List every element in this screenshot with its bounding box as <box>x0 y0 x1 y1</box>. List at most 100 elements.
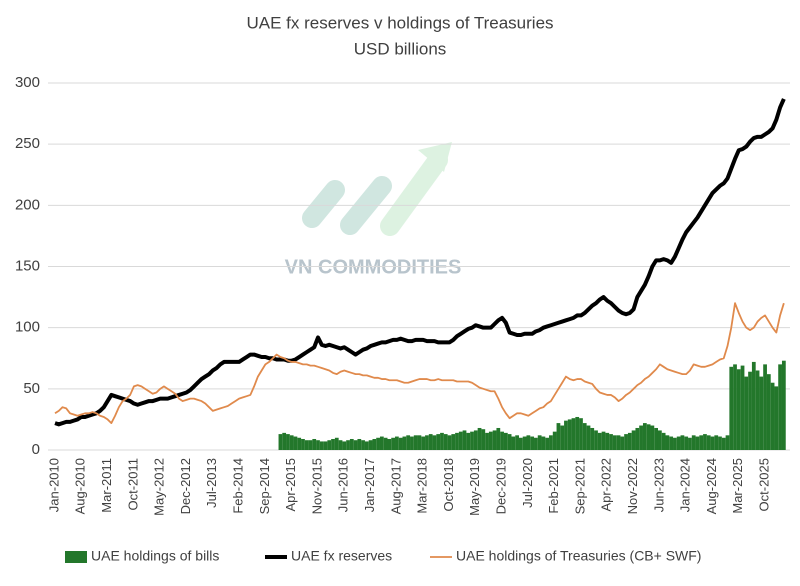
x-tick-label: Sep-2014 <box>257 458 272 514</box>
bar <box>609 434 613 450</box>
bar <box>575 416 580 450</box>
bar <box>357 438 362 450</box>
bar <box>582 423 587 450</box>
bar <box>657 430 662 450</box>
x-tick-label: Apr-2022 <box>599 458 614 511</box>
bar <box>485 432 489 450</box>
bar <box>552 431 557 450</box>
bar <box>534 437 538 450</box>
x-tick-label: Mar-2011 <box>99 458 114 513</box>
bar <box>515 435 519 450</box>
bar <box>627 432 632 450</box>
bar <box>718 436 722 450</box>
bar <box>680 435 685 450</box>
bar <box>286 434 290 450</box>
bar <box>661 432 666 450</box>
legend-label: UAE fx reserves <box>291 548 392 564</box>
bar <box>650 425 655 450</box>
bar <box>646 424 651 450</box>
x-tick-label: May-2019 <box>467 458 482 516</box>
bar <box>691 435 696 450</box>
x-tick-label: Dec-2012 <box>178 458 193 514</box>
chart-title: UAE fx reserves v holdings of Treasuries <box>246 13 553 32</box>
bar <box>751 361 756 450</box>
bar <box>601 431 606 450</box>
bar <box>560 425 565 450</box>
bar <box>327 440 332 450</box>
bar <box>763 364 767 450</box>
bar <box>706 435 711 450</box>
x-tick-label: Jan-2024 <box>678 458 693 512</box>
bar <box>462 430 467 450</box>
bar <box>282 432 287 450</box>
bar <box>338 440 343 450</box>
x-tick-label: Jul-2013 <box>204 458 219 508</box>
x-tick-label: Feb-2021 <box>546 458 561 514</box>
bar <box>703 434 707 450</box>
x-tick-label: Jan-2017 <box>362 458 377 512</box>
x-tick-label: Feb-2014 <box>231 458 246 514</box>
bar <box>676 436 681 450</box>
bar <box>278 434 283 450</box>
bar <box>395 436 399 450</box>
bar <box>477 427 482 450</box>
x-tick-label: May-2012 <box>152 458 167 516</box>
bar <box>425 435 429 450</box>
y-tick-label: 50 <box>23 380 40 397</box>
bar <box>673 437 677 450</box>
x-tick-label: Oct-2018 <box>441 458 456 511</box>
bar <box>556 423 561 450</box>
bar <box>319 441 324 450</box>
bar <box>421 436 426 450</box>
bar <box>541 436 546 450</box>
x-tick-label: Sep-2021 <box>572 458 587 514</box>
bar <box>364 441 369 450</box>
bar <box>654 427 658 450</box>
bar <box>316 440 320 450</box>
x-tick-label: Oct-2011 <box>125 458 140 511</box>
x-tick-label: Aug-2010 <box>73 458 88 514</box>
x-tick-label: Aug-2017 <box>388 458 403 514</box>
x-tick-label: Nov-2022 <box>625 458 640 514</box>
line <box>54 302 785 424</box>
bar <box>624 434 628 450</box>
bar <box>398 437 403 450</box>
bar <box>473 430 478 450</box>
bar <box>710 436 715 450</box>
bar <box>492 430 497 450</box>
x-tick-label: Apr-2015 <box>283 458 298 511</box>
bar <box>755 370 760 450</box>
bar <box>537 435 542 450</box>
bar <box>440 432 444 450</box>
y-tick-label: 200 <box>15 196 40 213</box>
bar <box>699 435 704 450</box>
bar <box>526 435 531 450</box>
bar <box>736 369 741 450</box>
bar <box>620 436 625 450</box>
bar <box>766 374 771 450</box>
bar <box>642 423 647 450</box>
bar <box>605 432 610 450</box>
bar <box>522 436 527 450</box>
bar <box>586 425 591 450</box>
x-tick-label: Mar-2025 <box>730 458 745 514</box>
bar <box>496 427 501 450</box>
bar <box>729 366 734 450</box>
bar <box>759 376 764 450</box>
bar <box>376 437 380 450</box>
bar <box>458 431 463 450</box>
bar <box>635 427 640 450</box>
bar <box>413 435 418 450</box>
x-tick-label: Jun-2016 <box>336 458 351 512</box>
x-tick-label: Jun-2023 <box>651 458 666 512</box>
y-tick-label: 300 <box>15 74 40 91</box>
legend-label: UAE holdings of Treasuries (CB+ SWF) <box>456 548 701 564</box>
bar <box>748 371 752 450</box>
y-tick-label: 150 <box>15 257 40 274</box>
bar <box>455 432 459 450</box>
bar <box>293 436 298 450</box>
legend: UAE holdings of bills UAE fx reserves UAE … <box>65 548 701 564</box>
bar <box>417 435 422 450</box>
y-tick-label: 0 <box>32 441 40 458</box>
bar <box>301 438 305 450</box>
